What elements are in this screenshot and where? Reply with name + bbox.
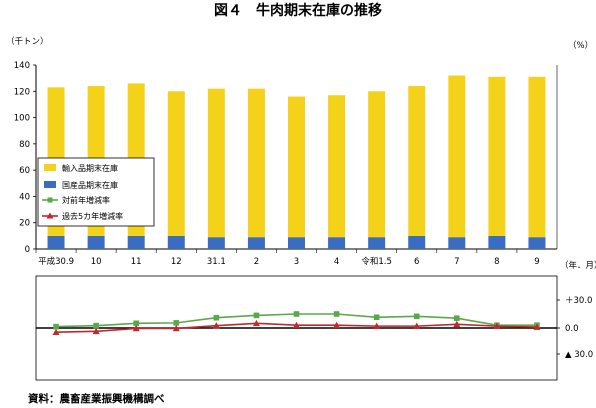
- bar-domestic: [528, 237, 546, 249]
- point-yoy: [213, 314, 220, 321]
- upper-y-tick-label: 120: [14, 87, 30, 97]
- upper-y-ticks: 0 20 40 60 80 100 120 140: [14, 61, 36, 255]
- point-5yr: [132, 324, 140, 332]
- upper-y-tick-label: 80: [19, 140, 30, 150]
- right-axis-unit: （%）: [568, 40, 593, 51]
- left-axis-unit: （千トン）: [6, 36, 49, 47]
- bar-import: [247, 88, 265, 238]
- lower-y-tick-label: ▲ 30.0: [565, 350, 593, 360]
- upper-y-tick-label: 40: [19, 192, 30, 202]
- legend-swatch-domestic: [44, 181, 56, 188]
- point-yoy: [93, 322, 99, 329]
- bar-import: [488, 76, 506, 236]
- point-5yr: [172, 324, 180, 332]
- x-tick-label: 平成30.9: [38, 256, 74, 267]
- bar-import: [328, 95, 346, 238]
- legend-label-yoy: 対前年増減率: [62, 195, 110, 205]
- bar-import: [167, 91, 185, 236]
- point-5yr: [373, 322, 381, 329]
- point-5yr: [92, 327, 100, 335]
- point-yoy: [333, 311, 340, 317]
- x-tick-label: 3: [294, 257, 299, 267]
- bar-domestic: [408, 235, 426, 249]
- bar-domestic: [368, 237, 386, 249]
- point-yoy: [454, 315, 460, 321]
- bar-import: [207, 88, 225, 238]
- bar-domestic: [488, 235, 506, 249]
- point-5yr: [52, 328, 60, 335]
- x-tick-label: 2: [254, 257, 259, 267]
- x-tick-label: 6: [414, 257, 419, 267]
- bar-import: [408, 86, 426, 236]
- point-5yr: [493, 322, 501, 329]
- bar-domestic: [288, 237, 305, 249]
- x-tick-label: 7: [454, 257, 459, 267]
- point-yoy: [413, 313, 420, 320]
- bar-domestic: [448, 237, 466, 249]
- bar-import: [288, 96, 305, 238]
- upper-y-tick-label: 60: [19, 166, 30, 176]
- point-yoy: [293, 311, 300, 317]
- point-5yr: [453, 320, 461, 328]
- legend-swatch-import: [44, 164, 56, 171]
- upper-y-tick-label: 0: [25, 245, 30, 255]
- x-tick-label: 12: [171, 257, 182, 267]
- bar-domestic: [47, 235, 65, 249]
- bar-import: [448, 75, 466, 238]
- bar-domestic: [127, 235, 145, 249]
- bar-import: [368, 91, 386, 238]
- x-tick-label: 10: [91, 257, 102, 267]
- bar-domestic: [87, 235, 105, 249]
- x-tick-label: 31.1: [207, 257, 226, 267]
- lower-y-tick-label: 0.0: [565, 324, 579, 334]
- legend: 輸入品期末在庫 国産品期末在庫 対前年増減率 過去5カ年増減率: [37, 157, 155, 227]
- point-5yr: [252, 319, 260, 327]
- lower-y-tick-label: ＋30.0: [565, 296, 592, 306]
- legend-box: [37, 157, 155, 227]
- x-tick-label: 11: [131, 257, 142, 267]
- bar-domestic: [247, 237, 265, 249]
- upper-y-tick-label: 100: [14, 114, 30, 124]
- x-tick-labels: 平成30.9 10 11 12 31.1 2 3 4 令和1.5 6 7 8 9: [35, 249, 540, 267]
- bar-import: [528, 76, 546, 238]
- legend-label-import: 輸入品期末在庫: [62, 163, 118, 173]
- point-5yr: [293, 321, 300, 328]
- bar-domestic: [167, 235, 185, 249]
- line-series: [52, 311, 541, 335]
- point-5yr: [533, 323, 541, 330]
- x-tick-label: 令和1.5: [361, 256, 392, 267]
- legend-label-5yr: 過去5カ年増減率: [62, 211, 123, 221]
- x-axis-unit: （年．月）: [560, 260, 596, 271]
- upper-y-tick-label: 20: [19, 219, 30, 229]
- point-yoy: [253, 312, 260, 319]
- point-yoy: [53, 323, 59, 330]
- legend-marker-5yr: [46, 212, 54, 219]
- point-yoy: [133, 320, 139, 327]
- lower-y-ticks: ＋30.0 0.0 ▲ 30.0: [557, 296, 593, 360]
- source-note: 資料：農畜産業振興機構調べ: [28, 392, 165, 405]
- point-5yr: [212, 322, 220, 329]
- point-5yr: [413, 322, 421, 329]
- x-tick-label: 9: [534, 257, 539, 267]
- x-tick-label: 8: [494, 257, 499, 267]
- legend-label-domestic: 国産品期末在庫: [62, 180, 118, 190]
- upper-y-tick-label: 140: [14, 61, 30, 71]
- chart-title: 図４ 牛肉期末在庫の推移: [214, 2, 382, 19]
- point-yoy: [373, 314, 380, 321]
- bar-domestic: [328, 237, 346, 249]
- point-yoy: [173, 320, 180, 326]
- point-5yr: [333, 321, 341, 328]
- legend-marker-yoy: [47, 197, 53, 203]
- x-tick-label: 4: [334, 257, 339, 267]
- bar-domestic: [207, 237, 225, 249]
